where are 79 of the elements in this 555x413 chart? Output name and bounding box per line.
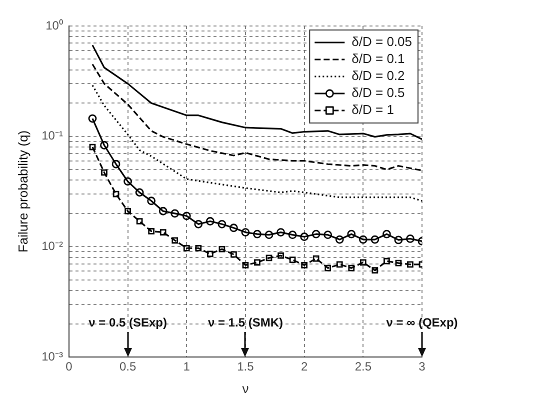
point: [360, 259, 366, 266]
point: [124, 177, 132, 186]
point: [382, 230, 391, 238]
x-tick-label: 0.5: [119, 360, 136, 374]
point: [135, 188, 144, 197]
point: [124, 208, 131, 214]
point: [264, 230, 274, 240]
point: [230, 224, 238, 232]
point: [194, 220, 203, 228]
point: [147, 196, 156, 206]
y-axis-title: Failure probability (q): [15, 130, 30, 253]
point: [101, 169, 108, 176]
point: [100, 141, 108, 150]
point: [394, 236, 403, 244]
legend-label: δ/D = 0.2: [352, 68, 405, 84]
point: [253, 230, 262, 238]
point: [324, 230, 332, 240]
point: [395, 260, 402, 266]
point: [195, 244, 202, 252]
line-series: [92, 84, 422, 202]
point: [89, 144, 96, 150]
point: [241, 228, 250, 236]
point: [324, 264, 332, 272]
point: [172, 237, 178, 244]
y-tick-label: 10⁻²: [42, 238, 63, 253]
point: [158, 206, 168, 216]
x-tick-label: 1.5: [237, 360, 254, 374]
point: [136, 218, 143, 224]
x-tick-label: 0: [66, 360, 73, 374]
legend-label: δ/D = 0.05: [352, 34, 412, 50]
x-tick-label: 3: [418, 360, 426, 374]
y-tick-label: 10⁻³: [42, 349, 63, 364]
point: [183, 244, 190, 252]
point: [407, 261, 414, 268]
point: [348, 264, 355, 272]
point: [300, 232, 309, 241]
point: [112, 160, 120, 168]
point: [372, 267, 378, 274]
point: [218, 246, 226, 252]
annotation: ν = 1.5 (SMK): [208, 315, 283, 330]
x-tick-label: 2: [300, 360, 308, 374]
point: [347, 230, 356, 238]
y-tick-label: 10⁻¹: [42, 128, 63, 143]
x-tick-label: 2.5: [354, 360, 372, 374]
legend-label: δ/D = 1: [352, 102, 394, 118]
point: [170, 209, 180, 218]
point: [242, 262, 249, 268]
point: [358, 235, 368, 244]
point: [312, 230, 320, 238]
point: [406, 234, 414, 243]
point: [112, 190, 120, 198]
point: [301, 262, 308, 268]
point: [182, 212, 191, 220]
point: [384, 258, 390, 264]
point: [288, 230, 297, 240]
legend-label: δ/D = 0.5: [352, 85, 405, 100]
point: [336, 261, 343, 268]
annotation: ν = ∞ (QExp): [386, 315, 458, 330]
line-series: [92, 63, 422, 172]
point: [266, 254, 272, 262]
x-tick-label: 1: [183, 360, 190, 374]
annotation: ν = 0.5 (SExp): [88, 315, 167, 330]
legend-label: δ/D = 0.1: [352, 51, 405, 66]
point: [88, 114, 97, 123]
point: [230, 251, 237, 258]
point: [335, 235, 344, 244]
point: [206, 217, 214, 226]
point: [206, 250, 214, 258]
point: [278, 252, 284, 259]
point: [148, 228, 154, 234]
point: [289, 256, 296, 263]
point: [276, 228, 285, 236]
point: [160, 229, 166, 236]
y-tick-label: 10⁰: [46, 18, 63, 32]
point: [218, 220, 226, 228]
point: [370, 235, 380, 244]
x-axis-title: ν: [242, 380, 249, 396]
point: [254, 259, 260, 266]
point: [312, 255, 320, 262]
